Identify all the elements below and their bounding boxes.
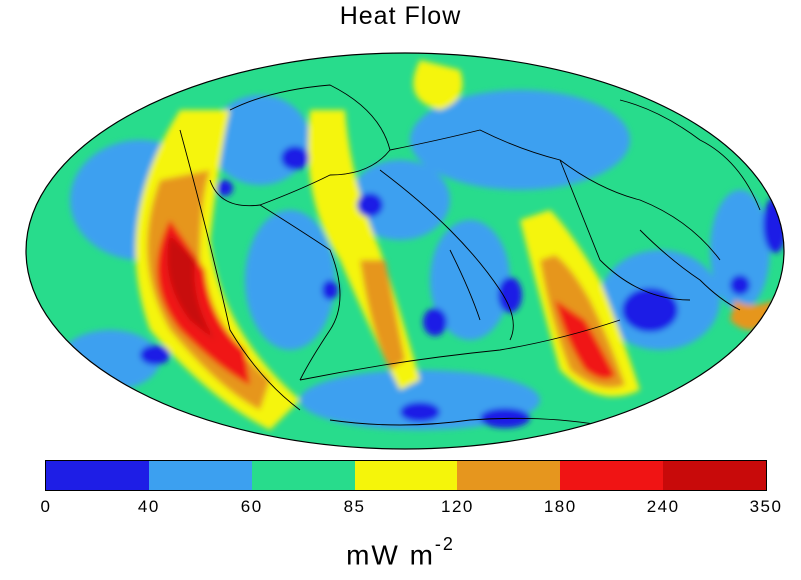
colorbar-segment-1 xyxy=(148,461,252,490)
colorbar-segment-0 xyxy=(46,461,149,490)
colorbar-segment-6 xyxy=(663,461,767,490)
colorbar-tick-label: 180 xyxy=(543,497,577,516)
units-base: mW m xyxy=(346,539,435,571)
coastlines xyxy=(179,84,761,426)
units-exponent: -2 xyxy=(434,534,455,554)
colorbar xyxy=(45,460,767,491)
heat-flow-field xyxy=(26,53,784,449)
heat-flow-map xyxy=(25,52,785,450)
globe-outline xyxy=(25,52,785,450)
colorbar-segment-2 xyxy=(251,461,355,490)
units-label: mW m-2 xyxy=(0,534,801,571)
colorbar-tick-label: 40 xyxy=(137,497,160,516)
colorbar-tick-label: 350 xyxy=(749,497,783,516)
colorbar-segment-4 xyxy=(457,461,561,490)
map-title: Heat Flow xyxy=(339,2,462,30)
colorbar-tick-label: 120 xyxy=(440,497,474,516)
colorbar-tick-label: 0 xyxy=(40,497,52,516)
colorbar-segment-5 xyxy=(560,461,664,490)
colorbar-tick-label: 240 xyxy=(646,497,680,516)
colorbar-segment-3 xyxy=(354,461,458,490)
colorbar-tick-label: 85 xyxy=(343,497,366,516)
colorbar-tick-label: 60 xyxy=(240,497,263,516)
